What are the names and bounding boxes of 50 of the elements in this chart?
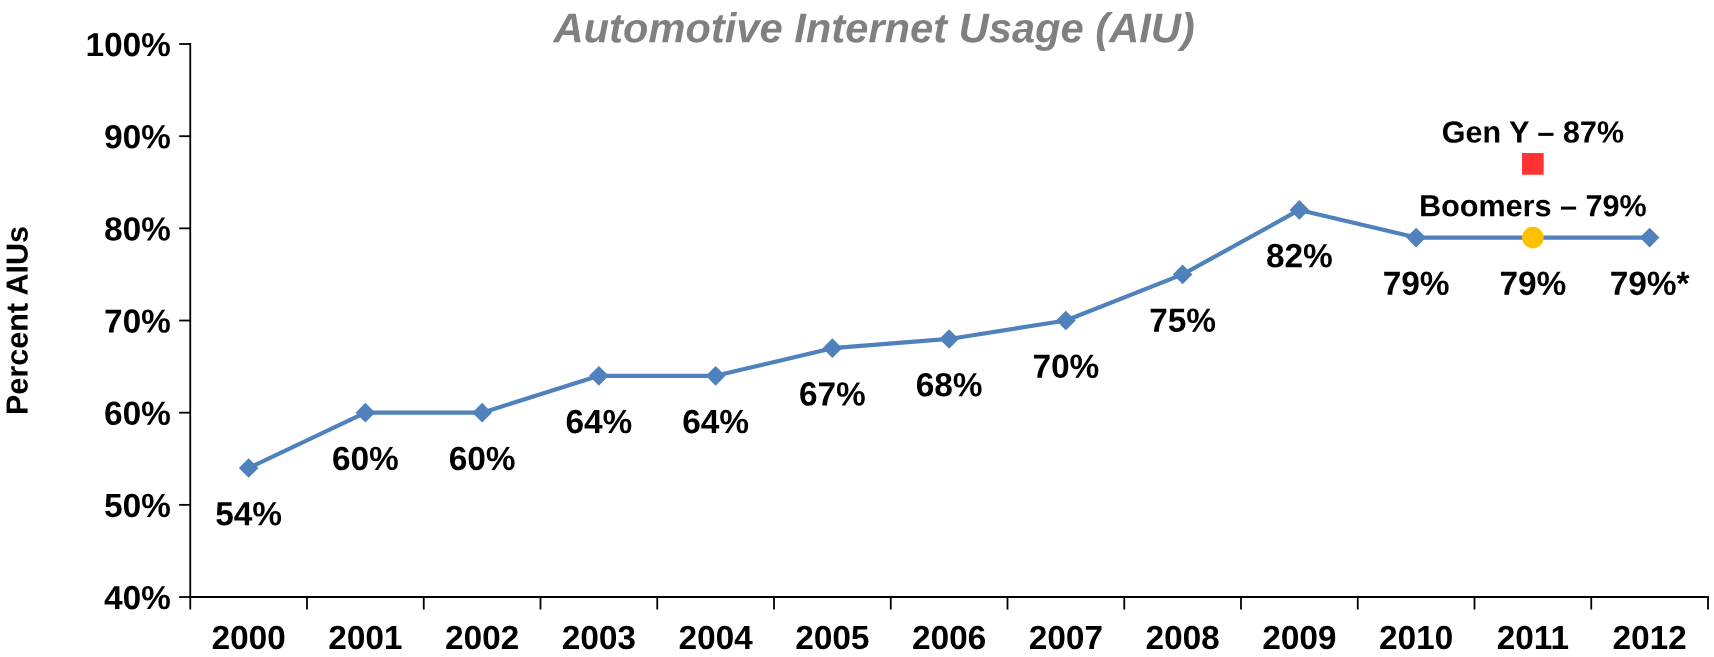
point [939, 329, 959, 349]
data-label: 64% [566, 409, 632, 434]
point [706, 366, 726, 386]
data-label: 75% [1150, 308, 1216, 332]
x-tick-label: 2010 [1380, 625, 1452, 650]
data-label: 79% [1384, 271, 1449, 296]
x-tick-label: 2011 [1497, 625, 1569, 650]
x-tick-label: 2004 [679, 625, 753, 650]
y-tick-label: 60% [105, 401, 170, 426]
x-tick-label: 2006 [913, 625, 985, 650]
data-label: 68% [916, 372, 982, 397]
point [1289, 200, 1309, 220]
data-label: 60% [333, 446, 398, 471]
series-label: Boomers – 79% [1421, 194, 1646, 217]
x-tick-label: 2000 [212, 625, 285, 650]
data-label: 70% [1033, 354, 1099, 379]
point [1640, 228, 1660, 248]
data-label: 54% [216, 502, 282, 526]
point [589, 366, 609, 386]
point [1522, 153, 1544, 175]
data-label: 79%* [1611, 271, 1690, 296]
x-tick-label: 2001 [329, 625, 402, 650]
point [1173, 264, 1193, 284]
y-tick-label: 50% [105, 493, 170, 518]
x-tick-label: 2012 [1613, 625, 1686, 650]
data-label: 67% [800, 382, 865, 406]
x-tick-label: 2007 [1029, 625, 1102, 650]
point [1406, 228, 1426, 248]
chart-title: Automotive Internet Usage (AIU) [552, 12, 1194, 51]
point [822, 338, 842, 358]
point [239, 458, 259, 478]
x-tick-label: 2003 [562, 625, 635, 650]
y-tick-label: 80% [105, 217, 170, 241]
x-tick-label: 2002 [446, 625, 518, 650]
point [1056, 310, 1076, 331]
point [472, 403, 492, 423]
data-label: 60% [449, 446, 515, 471]
y-tick-label: 40% [104, 585, 170, 610]
point [355, 403, 375, 423]
data-label: 82% [1267, 243, 1332, 268]
y-axis-title: Percent AIUs [6, 227, 28, 413]
y-tick-label: 100% [87, 32, 170, 57]
x-tick-label: 2009 [1263, 625, 1336, 650]
y-tick-label: 90% [105, 124, 170, 149]
data-label: 64% [683, 409, 749, 434]
x-tick-label: 2008 [1146, 625, 1219, 650]
series-label: Gen Y – 87% [1442, 121, 1624, 143]
x-tick-label: 2005 [796, 625, 869, 650]
y-tick-label: 70% [105, 309, 170, 333]
data-label: 79% [1500, 271, 1566, 296]
